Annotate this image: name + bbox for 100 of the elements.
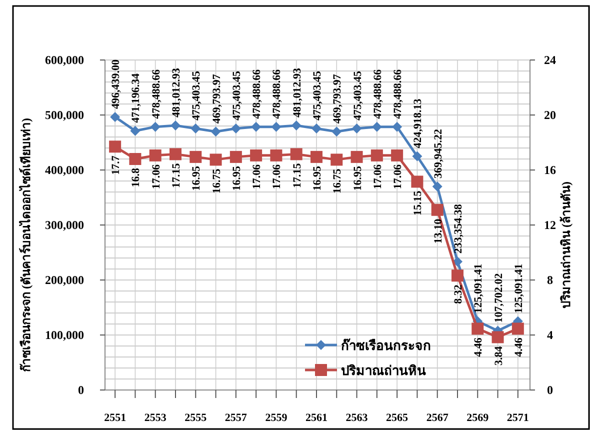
point <box>492 331 504 344</box>
y-tick-label: 300,000 <box>45 218 84 232</box>
point <box>372 122 382 132</box>
point <box>190 150 202 163</box>
y2-tick-label: 16 <box>544 163 556 177</box>
x-tick-label: 2551 <box>104 412 126 424</box>
x-tick-label: 2555 <box>184 412 208 424</box>
point <box>210 126 221 137</box>
x-tick-label: 2565 <box>386 412 409 424</box>
data-label: 16.95 <box>190 165 203 191</box>
point <box>109 140 122 153</box>
data-label: 17.15 <box>170 162 182 188</box>
data-label: 17.15 <box>291 162 304 188</box>
data-label: 475,403.45 <box>190 70 203 121</box>
point <box>149 149 162 162</box>
data-label: 478,488.66 <box>271 68 284 119</box>
data-label: 8.32 <box>452 284 464 304</box>
data-label: 369,945.22 <box>432 128 444 179</box>
data-label: 481,012.93 <box>170 67 182 118</box>
y2-tick-label: 12 <box>544 218 556 232</box>
y2-axis-title: ปริมาณถ่านหิน (ล้านตัน) <box>559 182 573 308</box>
x-tick-label: 2563 <box>346 412 368 424</box>
point <box>130 126 140 136</box>
data-label: 478,488.66 <box>392 68 404 119</box>
point <box>412 151 422 162</box>
data-label: 471,196.34 <box>130 72 142 123</box>
point <box>431 204 444 216</box>
data-label: 17.06 <box>392 164 404 190</box>
point <box>150 122 160 132</box>
point <box>291 120 302 130</box>
y-tick-label: 600,000 <box>45 53 84 67</box>
data-label: 4.46 <box>472 337 485 357</box>
y-tick-label: 100,000 <box>45 328 84 342</box>
data-label: 16.95 <box>230 165 243 191</box>
point <box>271 122 282 132</box>
data-label: 475,403.45 <box>311 70 324 121</box>
data-label: 475,403.45 <box>352 70 364 121</box>
data-label: 478,488.66 <box>150 68 162 119</box>
data-label: 469,793.97 <box>332 74 344 124</box>
x-tick-label: 2567 <box>426 412 449 424</box>
data-label: 17.7 <box>110 155 122 175</box>
y2-tick-label: 4 <box>547 328 553 342</box>
y-tick-label: 0 <box>78 383 84 397</box>
y-tick-label: 200,000 <box>45 273 84 287</box>
point <box>432 182 442 192</box>
point <box>170 148 182 160</box>
data-label: 16.8 <box>130 168 142 188</box>
point <box>210 154 222 166</box>
x-tick-label: 2557 <box>224 412 248 424</box>
point <box>370 149 383 162</box>
data-label: 16.75 <box>332 168 344 194</box>
point <box>290 148 302 160</box>
data-label: 16.75 <box>210 168 223 194</box>
data-label: 233,354.38 <box>452 204 464 254</box>
point <box>310 150 322 163</box>
point <box>352 124 362 134</box>
y-tick-label: 500,000 <box>45 108 84 122</box>
y-tick-label: 400,000 <box>45 163 84 177</box>
data-label: 15.15 <box>412 190 424 216</box>
point <box>411 176 424 188</box>
data-label: 17.06 <box>150 164 162 190</box>
point <box>129 153 142 165</box>
x-tick-label: 2561 <box>305 412 328 424</box>
x-tick-label: 2571 <box>506 412 529 424</box>
data-label: 107,702.02 <box>492 272 505 323</box>
point <box>251 122 262 132</box>
point <box>472 322 484 335</box>
data-label: 17.06 <box>271 164 284 190</box>
data-label: 125,091.41 <box>472 264 485 314</box>
x-tick-label: 2569 <box>466 412 490 424</box>
y2-tick-label: 8 <box>547 273 553 287</box>
legend-label: ปริมาณถ่านหิน <box>341 363 426 378</box>
data-label: 125,091.41 <box>512 264 525 314</box>
y-axis-title: ก๊าซเรือนกระจก (ตันคาร์บอนไดออกไซด์เทียบเท่า) <box>18 118 33 372</box>
point <box>190 124 201 134</box>
data-label: 469,793.97 <box>210 74 223 124</box>
x-tick-label: 2553 <box>144 412 167 424</box>
data-label: 481,012.93 <box>291 67 304 118</box>
data-label: 16.95 <box>352 165 364 191</box>
point <box>451 270 464 282</box>
data-label: 17.06 <box>372 164 384 190</box>
data-label: 475,403.45 <box>230 70 243 121</box>
point <box>170 120 180 130</box>
data-label: 478,488.66 <box>372 68 384 119</box>
y2-tick-label: 24 <box>544 53 556 67</box>
data-label: 3.84 <box>492 346 505 366</box>
x-tick-label: 2559 <box>265 412 288 424</box>
point <box>330 154 343 166</box>
data-label: 424,918.13 <box>412 98 424 148</box>
point <box>392 122 402 132</box>
legend-label: ก๊าซเรือนกระจก <box>341 338 431 353</box>
y2-tick-label: 0 <box>547 383 553 397</box>
point <box>512 322 524 335</box>
point <box>230 124 241 134</box>
point <box>270 149 282 162</box>
data-label: 478,488.66 <box>251 68 264 119</box>
data-label: 496,439.00 <box>110 58 122 109</box>
y2-tick-label: 20 <box>544 108 556 122</box>
data-label: 17.06 <box>251 164 264 190</box>
point <box>350 150 363 163</box>
